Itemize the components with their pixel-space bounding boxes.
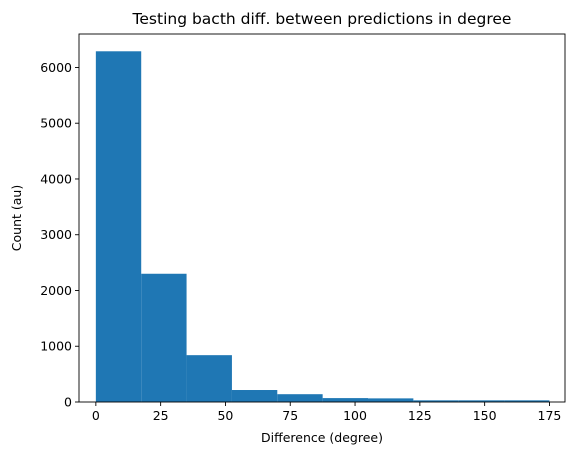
- histogram-bar: [504, 400, 550, 402]
- x-axis-label: Difference (degree): [261, 430, 383, 445]
- histogram-bar: [95, 51, 142, 402]
- histogram-bar: [458, 400, 505, 402]
- y-tick-label: 1000: [40, 339, 72, 354]
- y-tick-label: 0: [64, 395, 72, 410]
- y-axis-ticks: 0 1000 2000 3000 4000 5000 6000: [40, 60, 79, 410]
- bars-layer: [95, 51, 550, 402]
- histogram-bar: [231, 390, 278, 402]
- x-tick-label: 25: [153, 408, 169, 423]
- y-tick-label: 3000: [40, 227, 72, 242]
- y-tick-label: 6000: [40, 60, 72, 75]
- chart-title: Testing bacth diff. between predictions …: [132, 10, 512, 28]
- x-tick-label: 175: [538, 408, 562, 423]
- x-tick-label: 0: [92, 408, 100, 423]
- histogram-bar: [141, 273, 187, 402]
- y-tick-label: 4000: [40, 171, 72, 186]
- y-axis-label: Count (au): [9, 185, 24, 251]
- histogram-bar: [413, 400, 459, 402]
- x-tick-label: 50: [217, 408, 233, 423]
- histogram-bar: [368, 398, 414, 402]
- histogram-bar: [186, 355, 232, 402]
- x-tick-label: 100: [343, 408, 367, 423]
- histogram-bar: [277, 394, 323, 402]
- y-tick-label: 2000: [40, 283, 72, 298]
- x-tick-label: 150: [473, 408, 497, 423]
- plot-frame: [78, 33, 566, 403]
- y-tick-label: 5000: [40, 116, 72, 131]
- x-axis-ticks: 0 25 50 75 100 125 150 175: [92, 402, 562, 423]
- x-tick-label: 75: [282, 408, 298, 423]
- histogram-bar: [322, 398, 369, 402]
- x-tick-label: 125: [408, 408, 432, 423]
